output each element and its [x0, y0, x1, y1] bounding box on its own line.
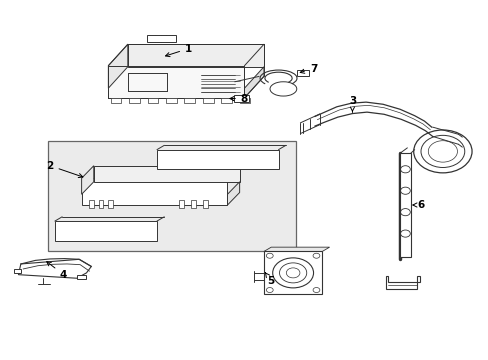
- FancyBboxPatch shape: [191, 200, 196, 208]
- Polygon shape: [227, 182, 239, 205]
- Polygon shape: [14, 269, 21, 273]
- Polygon shape: [264, 247, 329, 251]
- Polygon shape: [244, 67, 264, 98]
- FancyBboxPatch shape: [129, 98, 140, 103]
- Polygon shape: [81, 178, 227, 205]
- Text: 7: 7: [300, 64, 317, 73]
- Text: 5: 5: [265, 273, 274, 286]
- Text: 4: 4: [47, 262, 67, 280]
- Polygon shape: [385, 276, 419, 289]
- Polygon shape: [81, 166, 94, 194]
- Polygon shape: [399, 153, 410, 257]
- FancyBboxPatch shape: [203, 98, 213, 103]
- Polygon shape: [108, 44, 127, 88]
- FancyBboxPatch shape: [157, 150, 278, 169]
- FancyBboxPatch shape: [203, 200, 207, 208]
- FancyBboxPatch shape: [108, 200, 113, 208]
- FancyBboxPatch shape: [296, 70, 308, 76]
- FancyBboxPatch shape: [147, 98, 158, 103]
- Text: 3: 3: [348, 96, 355, 112]
- FancyBboxPatch shape: [239, 98, 250, 103]
- FancyBboxPatch shape: [264, 251, 322, 294]
- Text: 1: 1: [165, 44, 192, 57]
- FancyBboxPatch shape: [221, 98, 231, 103]
- Polygon shape: [19, 259, 91, 278]
- FancyBboxPatch shape: [147, 35, 176, 42]
- FancyBboxPatch shape: [233, 95, 249, 102]
- FancyBboxPatch shape: [111, 98, 121, 103]
- Text: 6: 6: [412, 200, 423, 210]
- FancyBboxPatch shape: [184, 98, 195, 103]
- Polygon shape: [94, 166, 239, 182]
- Polygon shape: [127, 44, 264, 67]
- FancyBboxPatch shape: [55, 221, 157, 241]
- FancyBboxPatch shape: [179, 200, 183, 208]
- Polygon shape: [77, 275, 86, 279]
- Polygon shape: [108, 66, 244, 98]
- FancyBboxPatch shape: [99, 200, 103, 208]
- FancyBboxPatch shape: [47, 141, 295, 251]
- FancyBboxPatch shape: [89, 200, 94, 208]
- Text: 8: 8: [229, 94, 247, 104]
- FancyBboxPatch shape: [165, 98, 176, 103]
- Text: 2: 2: [46, 161, 82, 177]
